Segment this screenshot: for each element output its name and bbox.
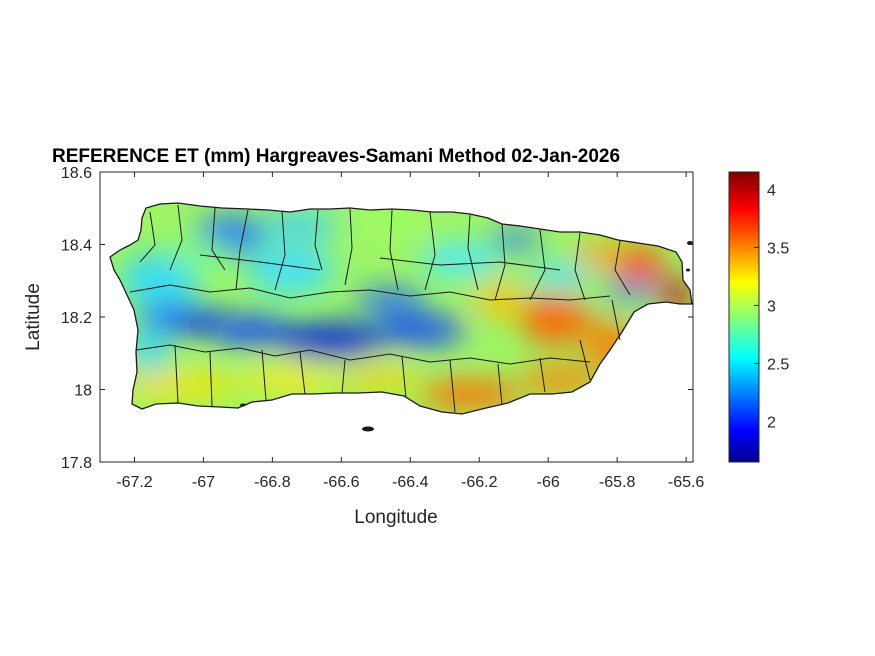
- municipality-border: [341, 359, 346, 394]
- x-tick-label: -66.6: [323, 474, 360, 491]
- municipality-border: [611, 299, 621, 341]
- municipality-border: [614, 240, 631, 296]
- municipality-border: [209, 351, 213, 407]
- municipality-border: [424, 211, 436, 291]
- municipality-border: [539, 357, 546, 393]
- y-tick-label: 18.6: [61, 165, 92, 182]
- y-axis-label: Latitude: [23, 283, 44, 351]
- municipality-border: [211, 207, 226, 271]
- colorbar-gradient: [728, 171, 760, 463]
- municipality-border: [497, 363, 503, 406]
- x-tick-label: -66: [537, 474, 560, 491]
- x-tick-label: -67: [192, 474, 215, 491]
- x-tick-label: -66.2: [461, 474, 498, 491]
- municipality-border: [314, 209, 323, 271]
- colorbar-tick-label: 2: [767, 414, 776, 431]
- municipality-border: [235, 209, 249, 291]
- y-tick-label: 17.8: [61, 455, 92, 472]
- island-coastline: [109, 202, 693, 415]
- y-tick-label: 18.4: [61, 238, 92, 255]
- municipality-border: [174, 344, 179, 404]
- colorbar-tick-label: 4: [767, 182, 776, 199]
- municipality-border: [169, 204, 183, 271]
- municipality-border: [574, 232, 586, 301]
- municipality-border: [135, 344, 591, 365]
- et-heat-field: [110, 203, 692, 414]
- municipality-border: [129, 284, 611, 301]
- municipality-border: [494, 223, 506, 301]
- municipality-border: [274, 210, 286, 291]
- x-tick-label: -66.8: [254, 474, 291, 491]
- municipality-border: [579, 339, 591, 381]
- municipality-border: [344, 208, 353, 286]
- x-tick-label: -65.6: [668, 474, 705, 491]
- municipality-border: [529, 229, 546, 301]
- municipality-border: [199, 254, 321, 271]
- municipality-border: [139, 211, 156, 263]
- x-tick-label: -65.8: [599, 474, 636, 491]
- x-tick-label: -67.2: [116, 474, 153, 491]
- chart-title: REFERENCE ET (mm) Hargreaves-Samani Meth…: [52, 146, 620, 167]
- x-axis: -67.2 -67 -66.8 -66.6 -66.4 -66.2 -66 -65.8 -65.…: [116, 172, 704, 491]
- x-tick-label: -66.4: [392, 474, 429, 491]
- colorbar-tick-label: 2.5: [767, 356, 789, 373]
- x-axis-label: Longitude: [354, 507, 437, 528]
- municipality-border: [389, 209, 399, 291]
- municipality-border: [401, 355, 407, 399]
- municipality-border: [379, 257, 561, 271]
- y-axis: 17.8 18 18.2 18.4 18.6: [61, 165, 693, 472]
- y-tick-label: 18.2: [61, 310, 92, 327]
- y-tick-label: 18: [74, 383, 92, 400]
- colorbar-tick-label: 3: [767, 298, 776, 315]
- colorbar: 2 2.5 3 3.5 4: [728, 171, 789, 463]
- municipality-border: [261, 349, 267, 401]
- municipality-border: [299, 351, 306, 395]
- municipality-border: [449, 359, 456, 413]
- colorbar-tick-label: 3.5: [767, 240, 789, 257]
- municipality-borders: [129, 204, 631, 413]
- offshore-islets: [240, 241, 693, 432]
- municipality-border: [467, 214, 479, 291]
